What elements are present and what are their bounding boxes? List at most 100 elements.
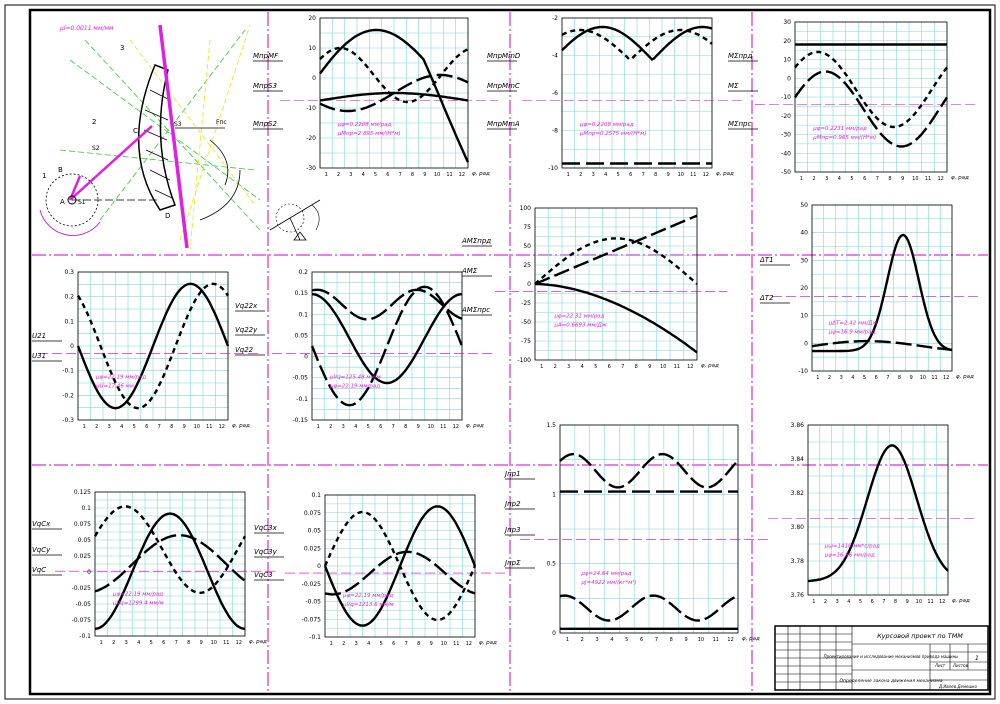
series-side-label: Vq22 <box>235 346 254 354</box>
y-tick-label: 40 <box>800 230 808 237</box>
title-block: Курсовой проект по ТММ Проектирование и … <box>774 625 989 691</box>
y-tick-label: -0.1 <box>62 368 74 375</box>
y-tick-label: 0.05 <box>295 332 309 339</box>
x-tick-label: 6 <box>162 640 165 646</box>
mech-label-a: A <box>60 198 65 206</box>
x-tick-label: 7 <box>655 637 658 643</box>
series-curve-1 <box>559 452 739 489</box>
chart-note: μМпр=0.2575 мм/(Н*м) <box>579 131 646 137</box>
chart-note: μМпр=0.965 мм/(Н*м) <box>812 135 876 141</box>
y-tick-label: -0.075 <box>302 616 322 623</box>
y-tick-label: -100 <box>517 357 531 364</box>
x-tick-label: 4 <box>851 375 854 381</box>
y-tick-label: -20 <box>781 113 791 120</box>
x-tick-label: 5 <box>863 375 866 381</box>
x-tick-label: 9 <box>667 172 670 178</box>
chart-note: μφ=22.19 мм/рад <box>95 375 146 381</box>
x-tick-label: 3 <box>108 424 111 430</box>
x-tick-label: 7 <box>876 176 879 182</box>
plot-frame <box>319 17 469 169</box>
x-tick-label: 8 <box>170 424 173 430</box>
x-tick-label: 4 <box>847 599 850 605</box>
chart-note: μU=17.46 мм <box>95 384 134 390</box>
x-tick-label: 1 <box>100 640 103 646</box>
x-tick-label: 12 <box>727 637 733 643</box>
y-tick-label: -0.2 <box>62 392 74 399</box>
x-tick-label: 9 <box>684 637 687 643</box>
series-side-label: VqCx <box>32 520 51 528</box>
x-tick-label: 11 <box>440 424 446 430</box>
x-tick-label: 11 <box>925 176 931 182</box>
x-tick-label: 11 <box>674 364 680 370</box>
series-side-label: МпрМmA <box>487 120 520 128</box>
y-tick-label: 0 <box>552 630 556 637</box>
y-tick-label: 0 <box>70 343 74 350</box>
chart-u: 0.30.20.10-0.1-0.2-0.31 2 3 4 5 6 7 8 9 10 11 12 φ, … <box>32 269 258 430</box>
y-tick-label: -20 <box>306 135 316 142</box>
y-tick-label: 50 <box>800 202 808 209</box>
x-tick-label: 3 <box>840 375 843 381</box>
x-axis-label: φ, рад <box>472 171 490 177</box>
x-tick-label: 7 <box>405 641 408 647</box>
series-side-label: АМΣпрд <box>461 237 491 245</box>
series-side-label: МΣ <box>728 82 739 90</box>
x-tick-label: 5 <box>367 424 370 430</box>
x-tick-label: 4 <box>362 172 365 178</box>
x-tick-label: 5 <box>133 424 136 430</box>
y-tick-label: 0.3 <box>64 269 74 276</box>
y-tick-label: -4 <box>552 53 558 60</box>
mech-label-s1: S1 <box>78 199 86 206</box>
x-tick-label: 4 <box>367 641 370 647</box>
chart-omega: 3.863.843.823.803.783.761 2 3 4 5 6 7 8 9 10 11 12 φ… <box>768 422 978 605</box>
mech-label-b: B <box>58 166 63 174</box>
y-tick-label: -0.05 <box>292 375 308 382</box>
series-curve-1 <box>94 512 246 630</box>
series-curve-3 <box>94 533 246 593</box>
x-tick-label: 8 <box>417 641 420 647</box>
x-tick-label: 9 <box>430 641 433 647</box>
x-tick-label: 7 <box>175 640 178 646</box>
inner-frame <box>28 8 992 696</box>
series-side-label: Jпр1 <box>503 470 521 478</box>
chart-note: μω=1418 мм*с/рад <box>824 543 880 549</box>
y-tick-label: -0.3 <box>62 417 74 424</box>
x-tick-label: 12 <box>459 172 465 178</box>
x-axis-label: φ, рад <box>951 175 969 181</box>
y-tick-label: 3.76 <box>791 592 805 599</box>
y-tick-label: -0.05 <box>75 601 91 608</box>
x-tick-label: 12 <box>703 172 709 178</box>
x-tick-label: 3 <box>595 637 598 643</box>
x-tick-label: 7 <box>621 364 624 370</box>
series-side-label: VqC3y <box>254 548 278 556</box>
series-side-label: МΣпрд <box>728 52 752 60</box>
y-tick-label: 0.5 <box>546 561 556 568</box>
y-tick-label: -30 <box>306 165 316 172</box>
plot-frame <box>559 424 739 634</box>
y-tick-label: -0.1 <box>79 633 91 640</box>
series-side-label: VqCy <box>32 546 51 554</box>
x-tick-label: 8 <box>187 640 190 646</box>
x-tick-label: 4 <box>610 637 613 643</box>
sheets-label: Листов <box>952 663 969 668</box>
x-tick-label: 12 <box>453 424 459 430</box>
x-axis-label: φ, рад <box>701 363 719 369</box>
x-tick-label: 1 <box>325 172 328 178</box>
y-tick-label: -0.15 <box>292 417 308 424</box>
x-tick-label: 7 <box>886 375 889 381</box>
series-side-label: Jпр2 <box>503 500 521 508</box>
y-tick-label: 30 <box>800 257 808 264</box>
series-side-label: ΔТ1 <box>759 256 774 264</box>
x-tick-label: 12 <box>219 424 225 430</box>
x-tick-label: 5 <box>850 176 853 182</box>
series-curve-2 <box>323 510 477 622</box>
x-axis-label: φ, рад <box>716 171 734 177</box>
x-tick-label: 8 <box>898 375 901 381</box>
y-tick-label: 20 <box>800 285 808 292</box>
x-tick-label: 1 <box>540 364 543 370</box>
y-tick-label: 0 <box>312 75 316 82</box>
chart-note: μφ=0.2208 мм/рад <box>337 122 392 128</box>
x-tick-label: 8 <box>404 424 407 430</box>
x-tick-label: 9 <box>648 364 651 370</box>
x-tick-label: 8 <box>894 599 897 605</box>
x-tick-label: 6 <box>386 172 389 178</box>
